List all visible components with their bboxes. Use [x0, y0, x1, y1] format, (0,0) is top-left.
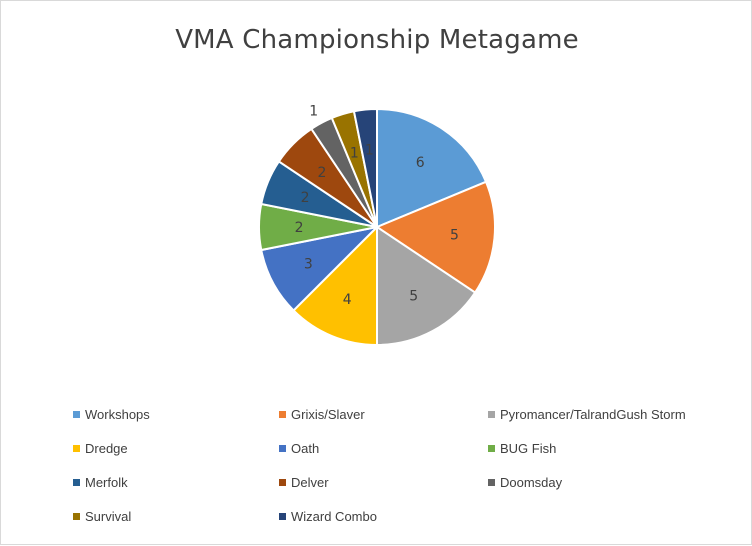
data-label-survival: 1	[350, 145, 359, 161]
pie-slice-pyromancer-talrandgush-storm	[376, 225, 477, 347]
legend-label: Survival	[85, 508, 132, 524]
data-label-pyromancer-talrandgush-storm: 5	[409, 289, 418, 305]
data-label-bug-fish: 2	[295, 220, 304, 236]
legend-swatch	[73, 478, 80, 486]
legend-swatch	[279, 410, 286, 418]
legend-item-wizard-combo: Wizard Combo	[279, 507, 377, 525]
legend-item-merfolk: Merfolk	[73, 473, 128, 491]
data-label-merfolk: 2	[301, 190, 310, 206]
data-label-doomsday: 1	[309, 103, 318, 119]
legend-label: Grixis/Slaver	[291, 406, 365, 422]
legend-label: Delver	[291, 474, 329, 490]
legend-swatch	[279, 478, 286, 486]
legend-label: Wizard Combo	[291, 508, 377, 524]
legend-label: Oath	[291, 440, 320, 456]
legend-swatch	[279, 444, 286, 452]
legend-swatch	[73, 444, 80, 452]
legend-swatch	[279, 512, 286, 520]
legend-item-dredge: Dredge	[73, 439, 128, 457]
legend-item-grixis-slaver: Grixis/Slaver	[279, 405, 365, 423]
legend-label: BUG Fish	[500, 440, 557, 456]
pie-slice-grixis-slaver	[374, 180, 496, 294]
legend-swatch	[488, 478, 495, 486]
legend-label: Workshops	[85, 406, 150, 422]
legend-swatch	[488, 444, 495, 452]
legend-item-workshops: Workshops	[73, 405, 150, 423]
pie-slice-workshops	[376, 107, 488, 229]
legend-label: Dredge	[85, 440, 128, 456]
legend-swatch	[73, 410, 80, 418]
legend-item-bug-fish: BUG Fish	[488, 439, 556, 457]
legend-label: Merfolk	[85, 474, 128, 490]
data-label-delver: 2	[317, 165, 326, 181]
data-label-grixis-slaver: 5	[450, 228, 459, 244]
data-label-wizard-combo: 1	[365, 142, 374, 158]
legend-item-pyromancer-talrandgush-storm: Pyromancer/TalrandGush Storm	[488, 405, 686, 423]
legend-item-delver: Delver	[279, 473, 329, 491]
legend-item-doomsday: Doomsday	[488, 473, 562, 491]
legend-label: Pyromancer/TalrandGush Storm	[500, 406, 686, 422]
legend-item-survival: Survival	[73, 507, 131, 525]
legend-swatch	[488, 410, 495, 418]
legend-swatch	[73, 512, 80, 520]
data-label-dredge: 4	[343, 292, 352, 308]
pie-slice-wizard-combo	[352, 107, 378, 228]
legend-item-oath: Oath	[279, 439, 319, 457]
data-label-workshops: 6	[416, 155, 425, 171]
pie-slice-dredge	[292, 224, 378, 347]
legend-label: Doomsday	[500, 474, 563, 490]
data-label-oath: 3	[304, 257, 313, 273]
chart-title: VMA Championship Metagame	[175, 25, 579, 55]
